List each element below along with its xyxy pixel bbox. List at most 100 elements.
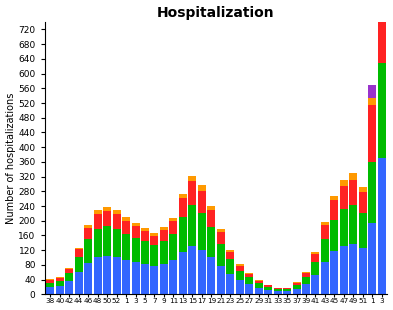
Bar xyxy=(340,246,348,294)
Bar xyxy=(283,290,291,291)
Bar xyxy=(56,278,64,281)
Bar xyxy=(359,187,367,192)
Bar xyxy=(84,263,92,294)
Bar xyxy=(94,229,102,258)
Bar xyxy=(46,279,54,280)
Bar xyxy=(274,288,282,290)
Bar xyxy=(160,227,168,230)
Bar xyxy=(198,213,206,250)
Bar xyxy=(255,283,263,288)
Bar xyxy=(94,214,102,229)
Bar xyxy=(311,275,320,294)
Bar xyxy=(198,185,206,191)
Bar xyxy=(112,229,121,258)
Bar xyxy=(112,210,121,214)
Bar xyxy=(132,223,140,226)
Bar xyxy=(169,234,177,260)
Bar xyxy=(368,85,376,98)
Bar xyxy=(274,291,282,294)
Bar xyxy=(151,236,158,245)
Bar xyxy=(65,269,73,273)
Bar xyxy=(94,258,102,294)
Title: Hospitalization: Hospitalization xyxy=(157,6,275,20)
Bar xyxy=(122,260,130,294)
Bar xyxy=(368,162,376,223)
Bar xyxy=(331,219,338,251)
Bar xyxy=(198,250,206,294)
Bar xyxy=(368,105,376,162)
Bar xyxy=(311,262,320,275)
Bar xyxy=(264,285,272,287)
Bar xyxy=(378,0,386,63)
Bar xyxy=(236,280,244,294)
Bar xyxy=(207,206,215,210)
Bar xyxy=(56,281,64,286)
Bar xyxy=(368,223,376,294)
Bar xyxy=(75,250,83,257)
Bar xyxy=(56,286,64,294)
Bar xyxy=(340,209,348,246)
Bar xyxy=(236,264,244,266)
Bar xyxy=(302,273,310,277)
Bar xyxy=(349,205,357,244)
Bar xyxy=(207,258,215,294)
Bar xyxy=(103,226,111,256)
Bar xyxy=(112,258,121,294)
Bar xyxy=(321,262,329,294)
Bar xyxy=(160,230,168,241)
Bar xyxy=(292,285,301,289)
Bar xyxy=(217,232,225,244)
Bar xyxy=(179,198,187,217)
Bar xyxy=(141,241,149,264)
Bar xyxy=(160,264,168,294)
Bar xyxy=(292,283,301,285)
Bar xyxy=(151,233,158,236)
Bar xyxy=(321,239,329,262)
Bar xyxy=(188,205,196,246)
Bar xyxy=(226,259,234,274)
Bar xyxy=(103,207,111,211)
Bar xyxy=(359,248,367,294)
Bar xyxy=(226,252,234,259)
Bar xyxy=(311,254,320,262)
Bar xyxy=(321,222,329,225)
Y-axis label: Number of hospitalizations: Number of hospitalizations xyxy=(6,92,16,224)
Bar xyxy=(292,289,301,294)
Bar xyxy=(274,290,282,291)
Bar xyxy=(255,281,263,283)
Bar xyxy=(245,284,253,294)
Bar xyxy=(349,173,357,179)
Bar xyxy=(378,63,386,158)
Bar xyxy=(255,288,263,294)
Bar xyxy=(188,181,196,205)
Bar xyxy=(56,277,64,278)
Bar xyxy=(302,284,310,294)
Bar xyxy=(75,248,83,250)
Bar xyxy=(151,245,158,266)
Bar xyxy=(311,252,320,254)
Bar xyxy=(132,226,140,238)
Bar xyxy=(302,272,310,273)
Bar xyxy=(331,201,338,219)
Bar xyxy=(84,239,92,263)
Bar xyxy=(226,250,234,252)
Bar xyxy=(359,213,367,248)
Bar xyxy=(188,246,196,294)
Bar xyxy=(245,272,253,274)
Bar xyxy=(169,221,177,234)
Bar xyxy=(283,288,291,290)
Bar xyxy=(141,264,149,294)
Bar xyxy=(122,221,130,234)
Bar xyxy=(302,277,310,284)
Bar xyxy=(103,256,111,294)
Bar xyxy=(179,193,187,198)
Bar xyxy=(65,281,73,294)
Bar xyxy=(65,268,73,269)
Bar xyxy=(46,282,54,287)
Bar xyxy=(217,229,225,232)
Bar xyxy=(331,251,338,294)
Bar xyxy=(132,238,140,262)
Bar xyxy=(151,266,158,294)
Bar xyxy=(264,287,272,290)
Bar xyxy=(179,252,187,294)
